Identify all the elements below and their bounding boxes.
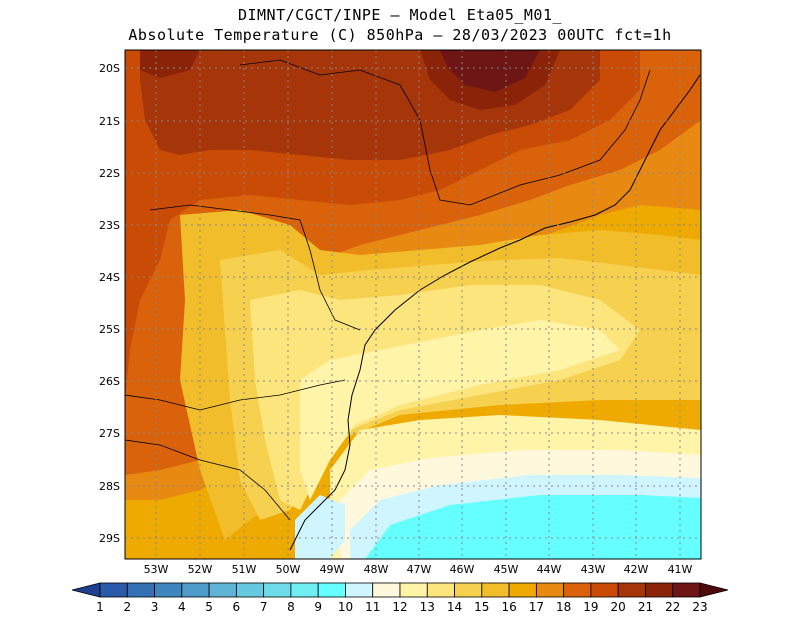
colorbar-swatch	[345, 582, 374, 598]
colorbar-low-arrow	[71, 582, 101, 598]
border-sp-mg	[239, 59, 651, 206]
lon-label: 49W	[320, 563, 345, 576]
colorbar-swatch	[99, 582, 128, 598]
colorbar-label: 13	[420, 600, 435, 614]
colorbar-swatch	[454, 582, 483, 598]
temperature-field	[125, 50, 701, 559]
colorbar-label: 14	[447, 600, 462, 614]
colorbar-swatch	[617, 582, 646, 598]
colorbar-label: 12	[392, 600, 407, 614]
colorbar-label: 8	[287, 600, 295, 614]
lon-label: 52W	[188, 563, 213, 576]
colorbar-swatch	[181, 582, 210, 598]
colorbar-swatch	[535, 582, 565, 598]
colorbar-label: 22	[665, 600, 680, 614]
lat-label: 24S	[99, 271, 120, 284]
border-pr-sp	[149, 204, 361, 331]
colorbar-label: 3	[151, 600, 159, 614]
colorbar-label: 5	[205, 600, 213, 614]
latitude-axis: 20S 21S 22S 23S 24S 25S 26S 27S 28S 29S	[99, 62, 120, 545]
lon-label: 47W	[407, 563, 432, 576]
colorbar-label: 17	[529, 600, 544, 614]
lat-label: 28S	[99, 480, 120, 493]
border-pr-sc	[125, 379, 346, 411]
colorbar-label: 6	[233, 600, 241, 614]
colorbar-label: 21	[638, 600, 653, 614]
map-frame	[124, 49, 702, 560]
lat-label: 23S	[99, 219, 120, 232]
coastline	[289, 74, 701, 551]
colorbar-label: 10	[338, 600, 353, 614]
lon-label: 46W	[450, 563, 475, 576]
lat-label: 20S	[99, 62, 120, 75]
lat-label: 22S	[99, 167, 120, 180]
colorbar-swatch	[481, 582, 510, 598]
colorbar-label: 23	[692, 600, 707, 614]
lon-label: 50W	[276, 563, 301, 576]
colorbar-label: 18	[556, 600, 571, 614]
colorbar-label: 19	[583, 600, 598, 614]
lon-label: 43W	[581, 563, 606, 576]
border-sc-rs	[125, 439, 291, 521]
map-title-line-1: DIMNT/CGCT/INPE – Model Eta05_M01_	[237, 6, 563, 24]
color-legend: 1 2 3 4 5 6 7 8 9 10 11 12 13 14 15 16 17 18 19 20 21 22 23	[71, 582, 729, 614]
grid-lines	[125, 50, 701, 559]
colorbar-swatch	[399, 582, 428, 598]
field-23	[440, 50, 540, 92]
lon-label: 53W	[144, 563, 169, 576]
colorbar-swatch	[590, 582, 619, 598]
colorbar-swatch	[290, 582, 319, 598]
lon-label: 45W	[494, 563, 519, 576]
colorbar-swatch	[645, 582, 674, 598]
colorbar-swatch	[426, 582, 455, 598]
longitude-axis: 53W 52W 51W 50W 49W 48W 47W 46W 45W 44W …	[144, 563, 693, 576]
map-title-line-2: Absolute Temperature (C) 850hPa – 28/03/…	[128, 26, 672, 44]
colorbar-swatch	[563, 582, 592, 598]
colorbar-swatch	[508, 582, 537, 598]
colorbar-swatch	[672, 582, 701, 598]
colorbar-label: 20	[611, 600, 626, 614]
colorbar-label: 9	[314, 600, 322, 614]
lon-label: 51W	[232, 563, 257, 576]
colorbar-swatch	[235, 582, 265, 598]
field-13	[300, 320, 620, 500]
lon-label: 41W	[668, 563, 693, 576]
colorbar-label: 4	[178, 600, 186, 614]
colorbar-high-arrow	[699, 582, 729, 598]
colorbar-label: 15	[474, 600, 489, 614]
lat-label: 21S	[99, 115, 120, 128]
colorbar-label: 1	[96, 600, 104, 614]
colorbar-label: 7	[260, 600, 268, 614]
lon-label: 44W	[537, 563, 562, 576]
colorbar-label: 16	[501, 600, 516, 614]
lat-label: 27S	[99, 427, 120, 440]
colorbar-swatch	[263, 582, 292, 598]
field-10	[365, 495, 701, 559]
lat-label: 29S	[99, 532, 120, 545]
lat-label: 25S	[99, 323, 120, 336]
colorbar-label: 2	[123, 600, 131, 614]
lat-label: 26S	[99, 375, 120, 388]
colorbar-swatch	[372, 582, 401, 598]
colorbar-swatch	[154, 582, 183, 598]
field-22b	[140, 50, 200, 78]
colorbar-swatch	[126, 582, 155, 598]
lon-label: 48W	[364, 563, 389, 576]
colorbar-label: 11	[365, 600, 380, 614]
colorbar-swatch	[208, 582, 237, 598]
colorbar-swatch	[317, 582, 346, 598]
lon-label: 42W	[624, 563, 649, 576]
